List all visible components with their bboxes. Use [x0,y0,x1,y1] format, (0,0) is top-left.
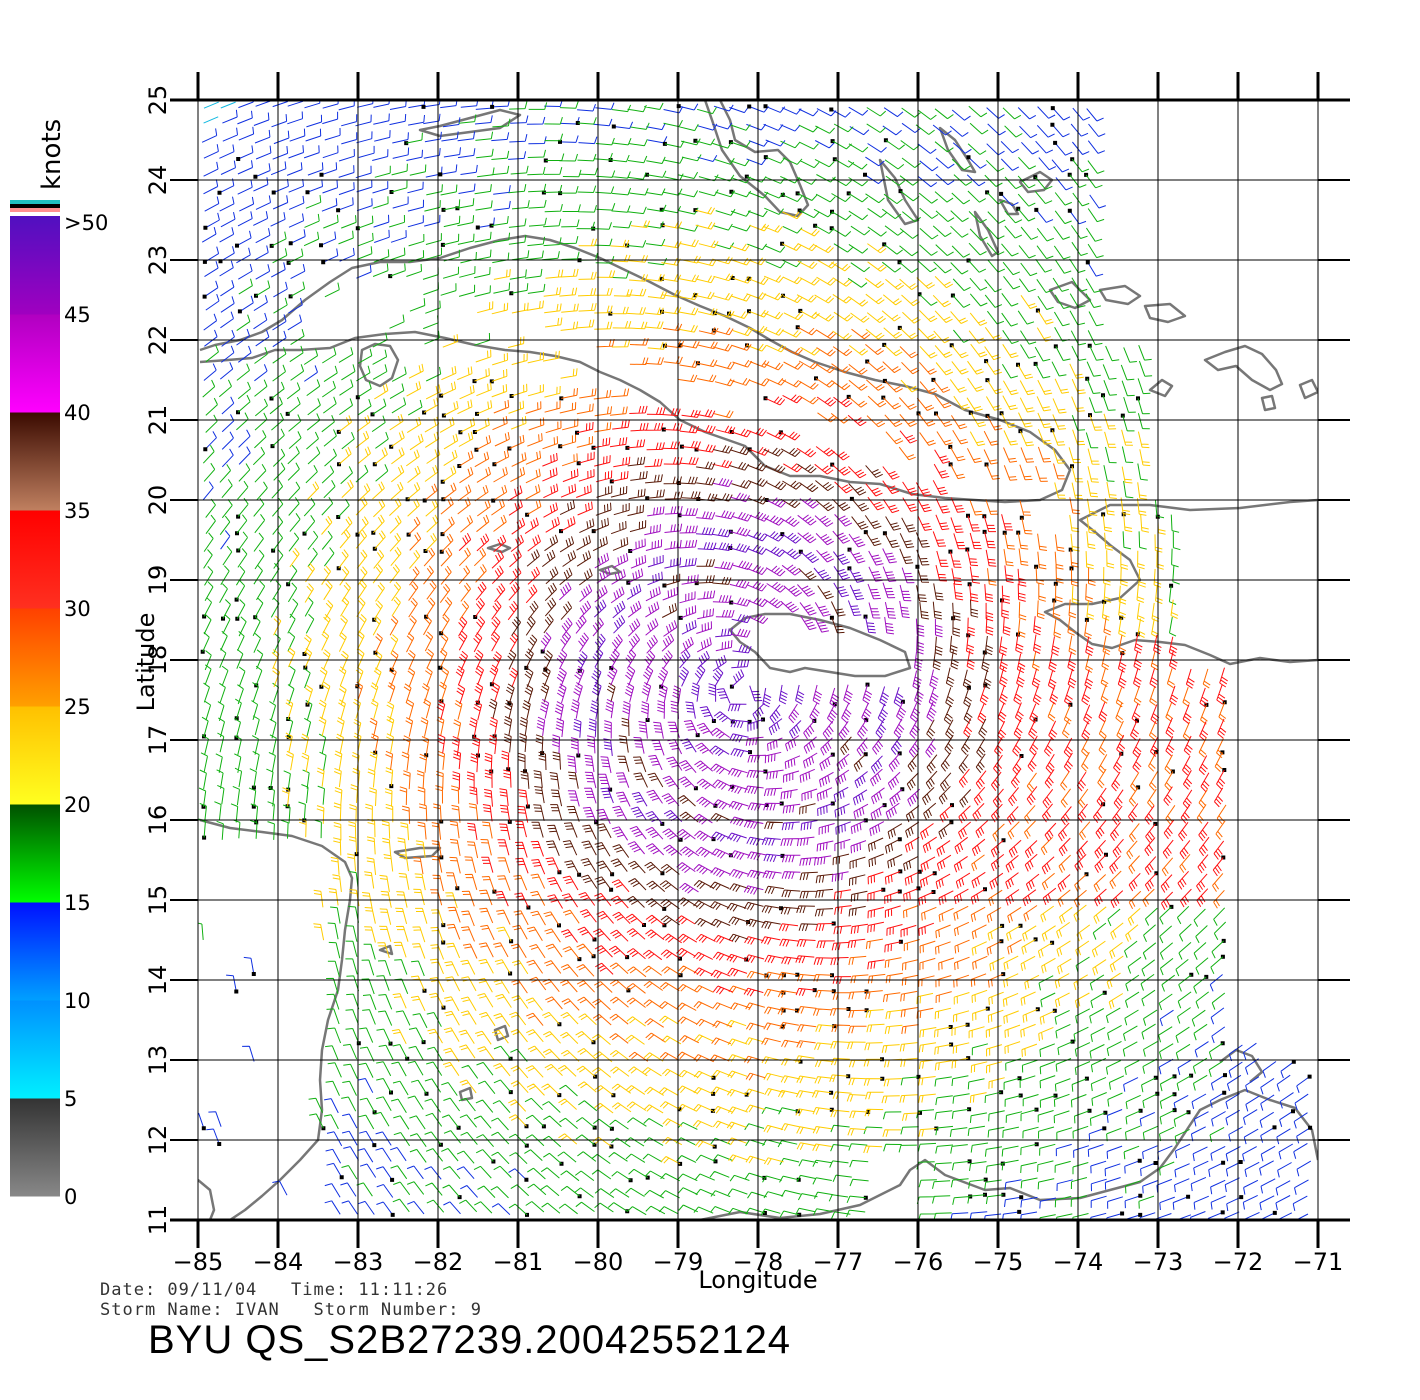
x-tick-label: −81 [493,1248,544,1276]
colorbar-label: 15 [64,891,91,915]
colorbar-band [10,1000,60,1099]
colorbar-band [10,706,60,805]
lat-lon-grid [198,100,1318,1220]
colorbar-overflow [10,208,60,212]
y-axis-label: Latitude [132,613,160,712]
x-tick-label: −82 [413,1248,464,1276]
colorbar-label: 10 [64,989,91,1013]
colorbar-label: 5 [64,1087,77,1111]
x-tick-label: −85 [173,1248,224,1276]
colorbar-label: 40 [64,401,91,425]
colorbar-unit: knots [37,119,67,190]
x-tick-label: −71 [1293,1248,1344,1276]
colorbar-band [10,412,60,511]
colorbar-label: 35 [64,499,91,523]
y-tick-label: 23 [144,245,172,276]
colorbar-overflow [10,200,60,204]
colorbar-label: 45 [64,303,91,327]
product-title: BYU QS_S2B27239.20042552124 [148,1318,791,1363]
colorbar-label: 25 [64,695,91,719]
colorbar-band [10,216,60,315]
colorbar-band [10,1098,60,1197]
y-tick-label: 19 [144,565,172,596]
x-tick-label: −77 [813,1248,864,1276]
colorbar-band [10,314,60,413]
coast-keys [420,110,520,136]
x-axis-label: Longitude [698,1266,817,1294]
y-tick-label: 24 [144,165,172,196]
x-tick-label: −79 [653,1248,704,1276]
colorbar-band [10,510,60,609]
y-tick-label: 13 [144,1045,172,1076]
y-tick-label: 25 [144,85,172,116]
x-tick-label: −72 [1213,1248,1264,1276]
coast-guajira [1220,1050,1262,1082]
y-tick-label: 21 [144,405,172,436]
coast-isla-juventud [360,344,398,386]
wind-barbs [191,94,1311,1229]
coast-isl-3 [1262,380,1318,410]
colorbar-band [10,902,60,1001]
colorbar-label: 0 [64,1185,77,1209]
colorbar-label: >50 [64,211,108,235]
date-time-line: Date: 09/11/04 Time: 11:11:26 [100,1280,448,1300]
coast-hispaniola [1045,500,1318,664]
coast-panama [198,1180,214,1220]
y-tick-label: 17 [144,725,172,756]
colorbar [10,200,60,1197]
coast-inagua [1150,380,1172,396]
colorbar-band [10,608,60,707]
x-tick-label: −73 [1133,1248,1184,1276]
coast-bahamas-8 [1145,304,1185,322]
coast-central-america [200,820,352,1220]
y-tick-label: 11 [144,1205,172,1236]
x-tick-label: −83 [333,1248,384,1276]
coast-cayman [488,544,620,574]
x-tick-label: −80 [573,1248,624,1276]
coast-bahamas-6 [1050,282,1090,308]
storm-line: Storm Name: IVAN Storm Number: 9 [100,1300,482,1320]
x-tick-label: −75 [973,1248,1024,1276]
y-tick-label: 16 [144,805,172,836]
y-tick-label: 20 [144,485,172,516]
y-tick-label: 22 [144,325,172,356]
coast-cuba [200,236,1070,502]
colorbar-label: 30 [64,597,91,621]
colorbar-labels: 0 5 10 15 20 25 30 35 40 45 >50 [64,211,108,1209]
x-tick-label: −84 [253,1248,304,1276]
coast-south-america [700,1090,1318,1220]
coast-turks [1205,346,1282,390]
colorbar-overflow [10,204,60,208]
coast-bahamas-7 [1100,286,1140,304]
y-tick-label: 15 [144,885,172,916]
x-tick-label: −76 [893,1248,944,1276]
y-tick-label: 12 [144,1125,172,1156]
x-tick-label: −74 [1053,1248,1104,1276]
coast-florida [705,100,808,216]
colorbar-label: 20 [64,793,91,817]
colorbar-band [10,804,60,903]
y-tick-label: 14 [144,965,172,996]
